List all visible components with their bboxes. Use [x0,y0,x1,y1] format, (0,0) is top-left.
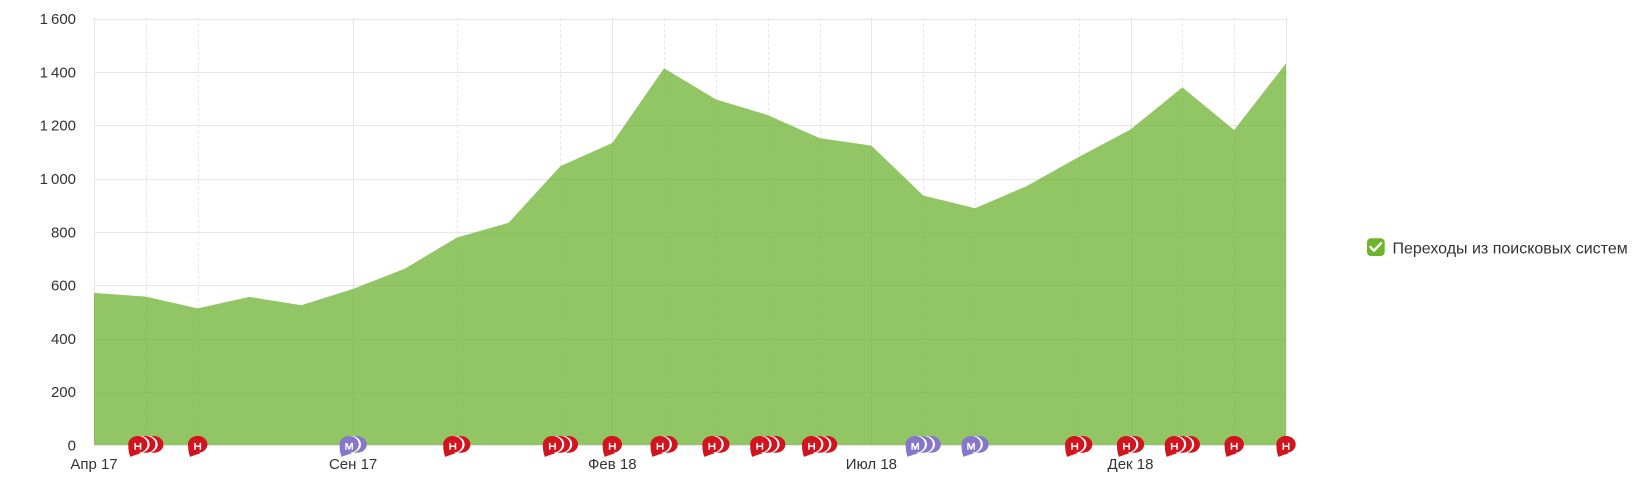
svg-text:Дек 18: Дек 18 [1108,456,1154,473]
svg-text:800: 800 [51,224,76,241]
svg-text:1 600: 1 600 [40,11,76,28]
svg-text:Апр 17: Апр 17 [70,456,117,473]
svg-text:1 400: 1 400 [40,64,76,81]
svg-text:Июл 18: Июл 18 [846,456,897,473]
svg-text:1 000: 1 000 [40,171,76,188]
svg-text:400: 400 [51,331,76,348]
svg-text:Переходы из поисковых систем: Переходы из поисковых систем [1393,241,1628,258]
svg-text:0: 0 [68,437,76,454]
svg-text:1 200: 1 200 [40,118,76,135]
svg-text:Сен 17: Сен 17 [329,456,377,473]
svg-text:600: 600 [51,278,76,295]
svg-text:Фев 18: Фев 18 [588,456,637,473]
svg-text:200: 200 [51,384,76,401]
